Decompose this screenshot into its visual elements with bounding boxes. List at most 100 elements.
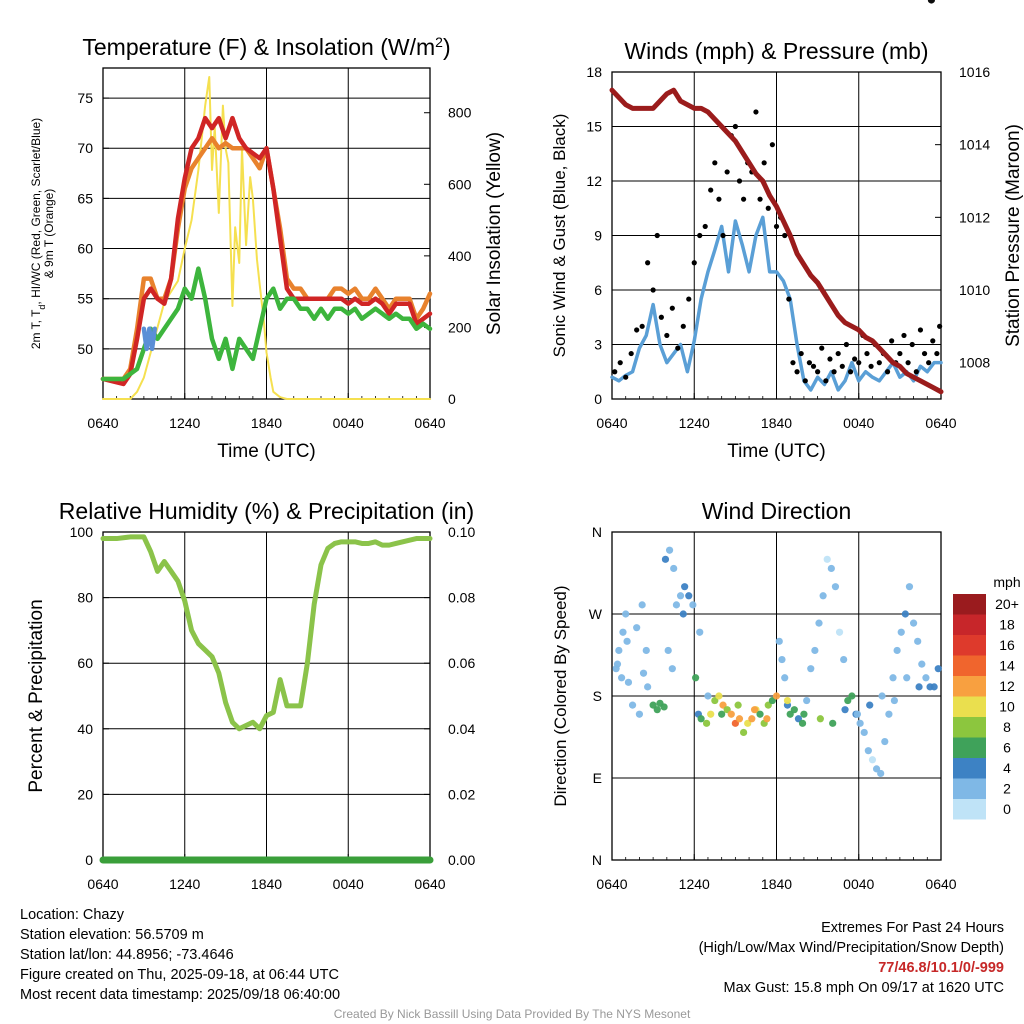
direction-point bbox=[624, 678, 633, 686]
y-axis-label: 2m T, Td, HI/WC (Red, Green, Scarlet/Blu… bbox=[29, 118, 47, 349]
panel-wind: 0640 1240 1840 0040 0640 0 3 6 9 12 15 18 1008 1010 10… bbox=[550, 38, 1024, 462]
direction-point bbox=[617, 674, 626, 682]
colorbar-swatch bbox=[953, 778, 986, 799]
x-tick-label: 1240 bbox=[169, 876, 200, 892]
direction-point bbox=[866, 701, 874, 709]
y2-tick-label: 200 bbox=[448, 319, 472, 335]
temp-series-line bbox=[100, 266, 433, 382]
extremes-values: 77/46.8/10.1/0/-999 bbox=[878, 960, 1004, 976]
y-tick-label: 0 bbox=[594, 391, 602, 407]
direction-point bbox=[775, 637, 783, 645]
y2-tick-label: 0.08 bbox=[448, 590, 475, 606]
credit-line: Created By Nick Bassill Using Data Provi… bbox=[333, 1007, 691, 1021]
y-tick-label: 60 bbox=[77, 655, 93, 671]
direction-point bbox=[878, 692, 886, 700]
y-axis-label: Percent & Precipitation bbox=[26, 599, 47, 792]
gust-point bbox=[843, 341, 850, 348]
gust-point bbox=[664, 332, 670, 339]
plot-frame bbox=[102, 67, 431, 400]
gust-point bbox=[794, 369, 800, 375]
direction-point bbox=[877, 769, 885, 778]
colorbar-label: 12 bbox=[999, 678, 1015, 694]
direction-point bbox=[763, 715, 771, 723]
y2-tick-label: 600 bbox=[448, 176, 472, 192]
gust-point bbox=[732, 123, 738, 130]
y2-tick-label: 800 bbox=[448, 105, 472, 121]
direction-point bbox=[860, 728, 868, 737]
direction-point bbox=[670, 564, 678, 573]
colorbar-swatch bbox=[953, 655, 986, 676]
colorbar-label: 4 bbox=[1003, 760, 1011, 776]
colorbar-swatch bbox=[953, 737, 986, 758]
y2-axis-label: Station Pressure (Maroon) bbox=[1003, 124, 1024, 347]
gust-point bbox=[815, 369, 821, 375]
gust-point bbox=[827, 356, 833, 362]
gust-point bbox=[823, 378, 829, 384]
direction-point bbox=[918, 660, 926, 668]
gust-point bbox=[769, 142, 775, 148]
colorbar-swatch bbox=[953, 635, 986, 656]
y-tick-label: 55 bbox=[77, 291, 93, 307]
direction-point bbox=[841, 706, 849, 714]
direction-point bbox=[702, 719, 711, 727]
direction-point bbox=[803, 696, 811, 705]
colorbar-swatch bbox=[953, 758, 986, 779]
direction-point bbox=[856, 719, 864, 727]
gust-point bbox=[852, 356, 858, 362]
y-tick-label: 12 bbox=[586, 173, 602, 189]
x-tick-label: 0640 bbox=[87, 415, 118, 431]
direction-point bbox=[613, 660, 622, 668]
gust-point bbox=[724, 169, 730, 175]
y-tick-label: N bbox=[592, 852, 602, 868]
speed-colorbar: mph 20+ 18 16 14 12 10 8 6 4 2 0 bbox=[953, 574, 1021, 820]
colorbar-swatch bbox=[953, 696, 986, 717]
gust-point bbox=[884, 369, 891, 375]
gust-point bbox=[765, 205, 771, 211]
gust-point bbox=[831, 369, 837, 375]
direction-point bbox=[644, 683, 652, 691]
pressure-line bbox=[609, 87, 944, 395]
gust-point bbox=[847, 369, 854, 375]
direction-point bbox=[781, 674, 789, 682]
direction-point bbox=[823, 555, 831, 563]
direction-point bbox=[660, 703, 668, 711]
gust-point bbox=[773, 223, 780, 230]
chart-title: Winds (mph) & Pressure (mb) bbox=[624, 38, 928, 64]
direction-point bbox=[831, 583, 840, 591]
gust-point bbox=[790, 360, 796, 366]
colorbar-swatch bbox=[953, 676, 986, 697]
direction-point bbox=[835, 628, 844, 636]
direction-point bbox=[819, 592, 827, 600]
gust-point bbox=[639, 323, 645, 329]
direction-point bbox=[829, 719, 837, 727]
gust-point bbox=[702, 223, 708, 230]
gust-point bbox=[612, 369, 618, 375]
gust-point bbox=[819, 345, 825, 351]
direction-point bbox=[715, 692, 723, 700]
colorbar-label: 18 bbox=[999, 617, 1015, 633]
colorbar-label: 10 bbox=[999, 699, 1015, 715]
gust-point bbox=[686, 296, 692, 302]
y-tick-label: 70 bbox=[77, 140, 93, 156]
direction-point bbox=[848, 692, 856, 700]
y2-tick-label: 1008 bbox=[959, 355, 990, 371]
gust-point bbox=[802, 378, 808, 384]
station-location: Location: Chazy bbox=[20, 907, 124, 923]
gust-point bbox=[868, 363, 874, 369]
gust-point bbox=[864, 350, 870, 357]
y-tick-label: 65 bbox=[77, 190, 93, 206]
colorbar-swatch bbox=[953, 614, 986, 635]
y2-tick-label: 0.04 bbox=[448, 721, 475, 737]
direction-point bbox=[639, 669, 648, 677]
gust-point bbox=[876, 360, 882, 366]
y-axis-label: Sonic Wind & Gust (Blue, Black) bbox=[550, 114, 569, 358]
direction-point bbox=[897, 628, 905, 636]
direction-point bbox=[664, 646, 672, 655]
direction-point bbox=[727, 710, 735, 718]
y2-tick-label: 0.02 bbox=[448, 786, 475, 802]
rh-line bbox=[100, 534, 433, 732]
y2-tick-label: 1014 bbox=[959, 137, 990, 153]
direction-point bbox=[619, 628, 627, 636]
direction-point bbox=[934, 665, 942, 673]
